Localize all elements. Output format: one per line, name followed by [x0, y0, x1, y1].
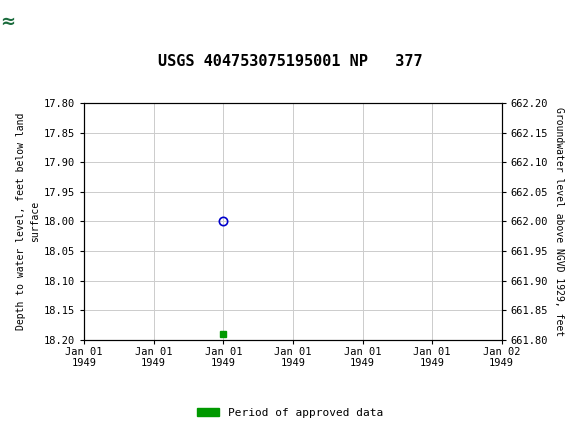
Legend: Period of approved data: Period of approved data: [193, 403, 387, 422]
Text: ≈: ≈: [0, 12, 15, 31]
Text: USGS 404753075195001 NP   377: USGS 404753075195001 NP 377: [158, 54, 422, 69]
Y-axis label: Depth to water level, feet below land
surface: Depth to water level, feet below land su…: [16, 113, 39, 330]
Bar: [3, 2, 96, 43]
Text: USGS: USGS: [49, 14, 96, 29]
Y-axis label: Groundwater level above NGVD 1929, feet: Groundwater level above NGVD 1929, feet: [554, 107, 564, 336]
